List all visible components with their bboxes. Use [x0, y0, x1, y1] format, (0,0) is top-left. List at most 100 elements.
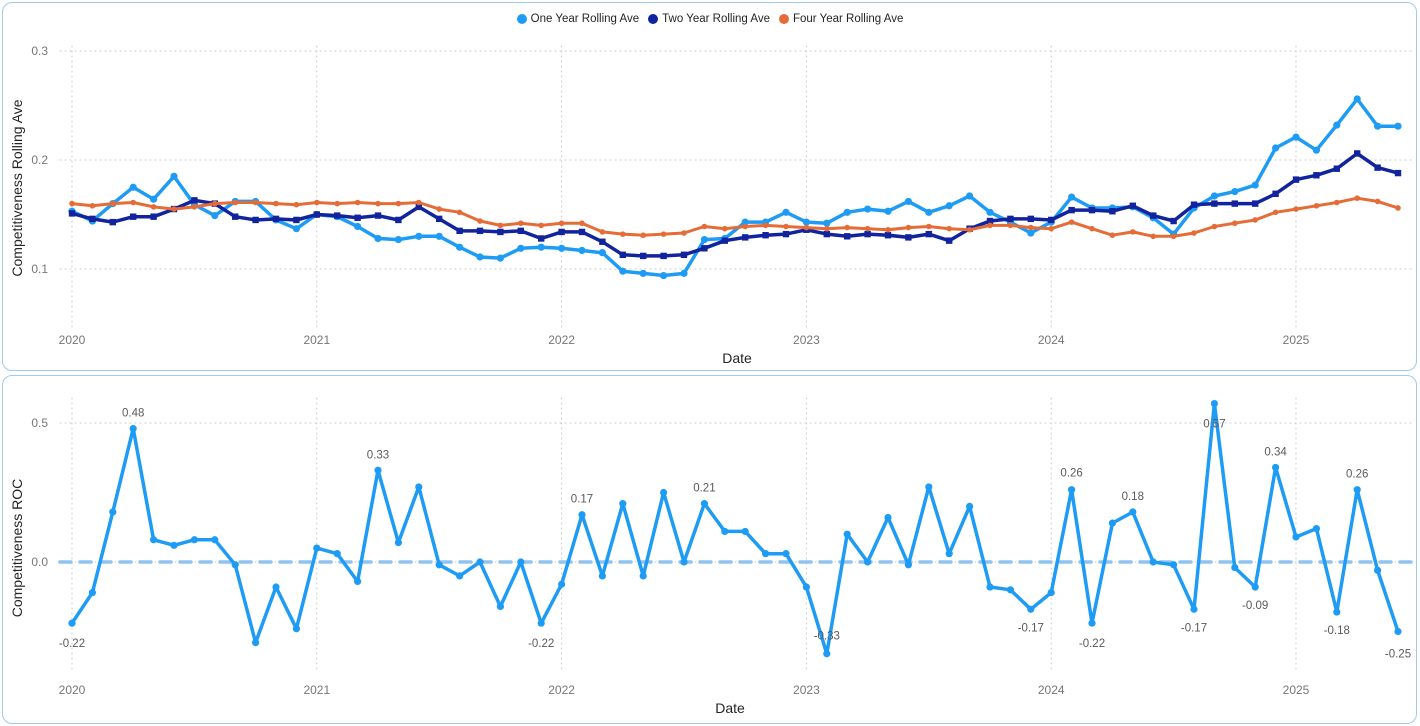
- data-point[interactable]: [1210, 192, 1218, 200]
- data-point[interactable]: [701, 245, 708, 252]
- data-point[interactable]: [1272, 463, 1280, 472]
- data-point[interactable]: [497, 222, 504, 229]
- data-point[interactable]: [1068, 206, 1075, 214]
- data-point[interactable]: [456, 227, 463, 235]
- data-point[interactable]: [1251, 583, 1259, 591]
- data-point[interactable]: [129, 424, 137, 433]
- data-point[interactable]: [1231, 563, 1239, 572]
- data-point[interactable]: [394, 538, 402, 547]
- data-point[interactable]: [456, 209, 463, 216]
- data-point[interactable]: [782, 208, 790, 216]
- data-point[interactable]: [925, 230, 932, 238]
- data-point[interactable]: [782, 230, 790, 238]
- series-line-competitiveness-roc[interactable]: [70, 401, 1400, 656]
- data-point[interactable]: [293, 201, 300, 208]
- data-point[interactable]: [1150, 212, 1157, 219]
- data-point[interactable]: [783, 223, 789, 230]
- data-point[interactable]: [802, 218, 811, 226]
- data-point[interactable]: [1190, 605, 1198, 613]
- data-point[interactable]: [803, 224, 810, 231]
- data-point[interactable]: [1109, 232, 1116, 239]
- data-point[interactable]: [762, 232, 769, 239]
- data-point[interactable]: [435, 232, 443, 240]
- data-point[interactable]: [1231, 200, 1238, 207]
- data-point[interactable]: [660, 252, 667, 260]
- data-point[interactable]: [1191, 230, 1197, 236]
- data-point[interactable]: [88, 588, 96, 597]
- data-point[interactable]: [232, 199, 238, 206]
- data-point[interactable]: [415, 232, 423, 240]
- data-point[interactable]: [1027, 229, 1035, 237]
- data-point[interactable]: [1292, 176, 1300, 183]
- data-point[interactable]: [231, 561, 239, 569]
- data-point[interactable]: [926, 223, 932, 230]
- data-point[interactable]: [170, 172, 178, 180]
- data-point[interactable]: [109, 508, 117, 516]
- data-point[interactable]: [762, 550, 770, 558]
- data-point[interactable]: [68, 210, 76, 217]
- data-point[interactable]: [1374, 198, 1381, 205]
- data-point[interactable]: [1272, 190, 1279, 197]
- data-point[interactable]: [1312, 146, 1320, 154]
- data-point[interactable]: [1292, 533, 1300, 541]
- data-point[interactable]: [1394, 122, 1402, 130]
- data-point[interactable]: [1333, 165, 1340, 172]
- data-point[interactable]: [640, 232, 646, 239]
- data-point[interactable]: [1394, 627, 1402, 636]
- data-point[interactable]: [1027, 215, 1034, 223]
- data-point[interactable]: [700, 500, 709, 508]
- data-point[interactable]: [945, 550, 953, 558]
- data-point[interactable]: [1353, 486, 1361, 494]
- data-point[interactable]: [538, 222, 544, 229]
- data-point[interactable]: [436, 215, 443, 223]
- data-point[interactable]: [1374, 122, 1382, 130]
- data-point[interactable]: [1048, 225, 1054, 232]
- data-point[interactable]: [1312, 525, 1320, 533]
- data-point[interactable]: [1272, 144, 1280, 152]
- data-point[interactable]: [415, 203, 422, 211]
- data-point[interactable]: [394, 235, 402, 244]
- data-point[interactable]: [1333, 121, 1341, 129]
- data-point[interactable]: [598, 572, 607, 580]
- data-point[interactable]: [456, 243, 464, 251]
- data-point[interactable]: [436, 206, 443, 212]
- data-point[interactable]: [89, 215, 96, 223]
- data-point[interactable]: [1129, 202, 1136, 209]
- data-point[interactable]: [904, 197, 913, 206]
- data-point[interactable]: [476, 253, 484, 261]
- data-point[interactable]: [170, 541, 178, 549]
- data-point[interactable]: [639, 269, 647, 277]
- data-point[interactable]: [884, 207, 892, 215]
- data-point[interactable]: [1293, 206, 1299, 212]
- data-point[interactable]: [987, 222, 993, 229]
- data-point[interactable]: [1006, 586, 1015, 594]
- data-point[interactable]: [1170, 561, 1178, 569]
- data-point[interactable]: [517, 227, 524, 235]
- data-point[interactable]: [1353, 95, 1361, 103]
- data-point[interactable]: [1028, 224, 1034, 231]
- data-point[interactable]: [1395, 205, 1401, 211]
- data-point[interactable]: [966, 192, 974, 200]
- data-point[interactable]: [619, 267, 627, 275]
- data-point[interactable]: [395, 216, 402, 224]
- data-point[interactable]: [477, 218, 483, 224]
- data-point[interactable]: [496, 602, 504, 611]
- data-point[interactable]: [619, 500, 627, 508]
- data-point[interactable]: [1068, 193, 1076, 201]
- data-point[interactable]: [824, 225, 830, 232]
- data-point[interactable]: [1232, 220, 1238, 227]
- series-line-four-year-rolling-ave[interactable]: [70, 196, 1400, 238]
- data-point[interactable]: [945, 202, 953, 210]
- data-point[interactable]: [1130, 229, 1136, 235]
- data-point[interactable]: [130, 213, 137, 220]
- data-point[interactable]: [701, 223, 708, 230]
- data-point[interactable]: [660, 488, 668, 497]
- data-point[interactable]: [252, 216, 259, 224]
- data-point[interactable]: [211, 211, 219, 220]
- data-point[interactable]: [1231, 188, 1239, 196]
- data-point[interactable]: [252, 199, 259, 206]
- data-point[interactable]: [680, 558, 688, 566]
- data-point[interactable]: [558, 244, 566, 252]
- data-point[interactable]: [558, 228, 565, 236]
- data-point[interactable]: [537, 619, 545, 627]
